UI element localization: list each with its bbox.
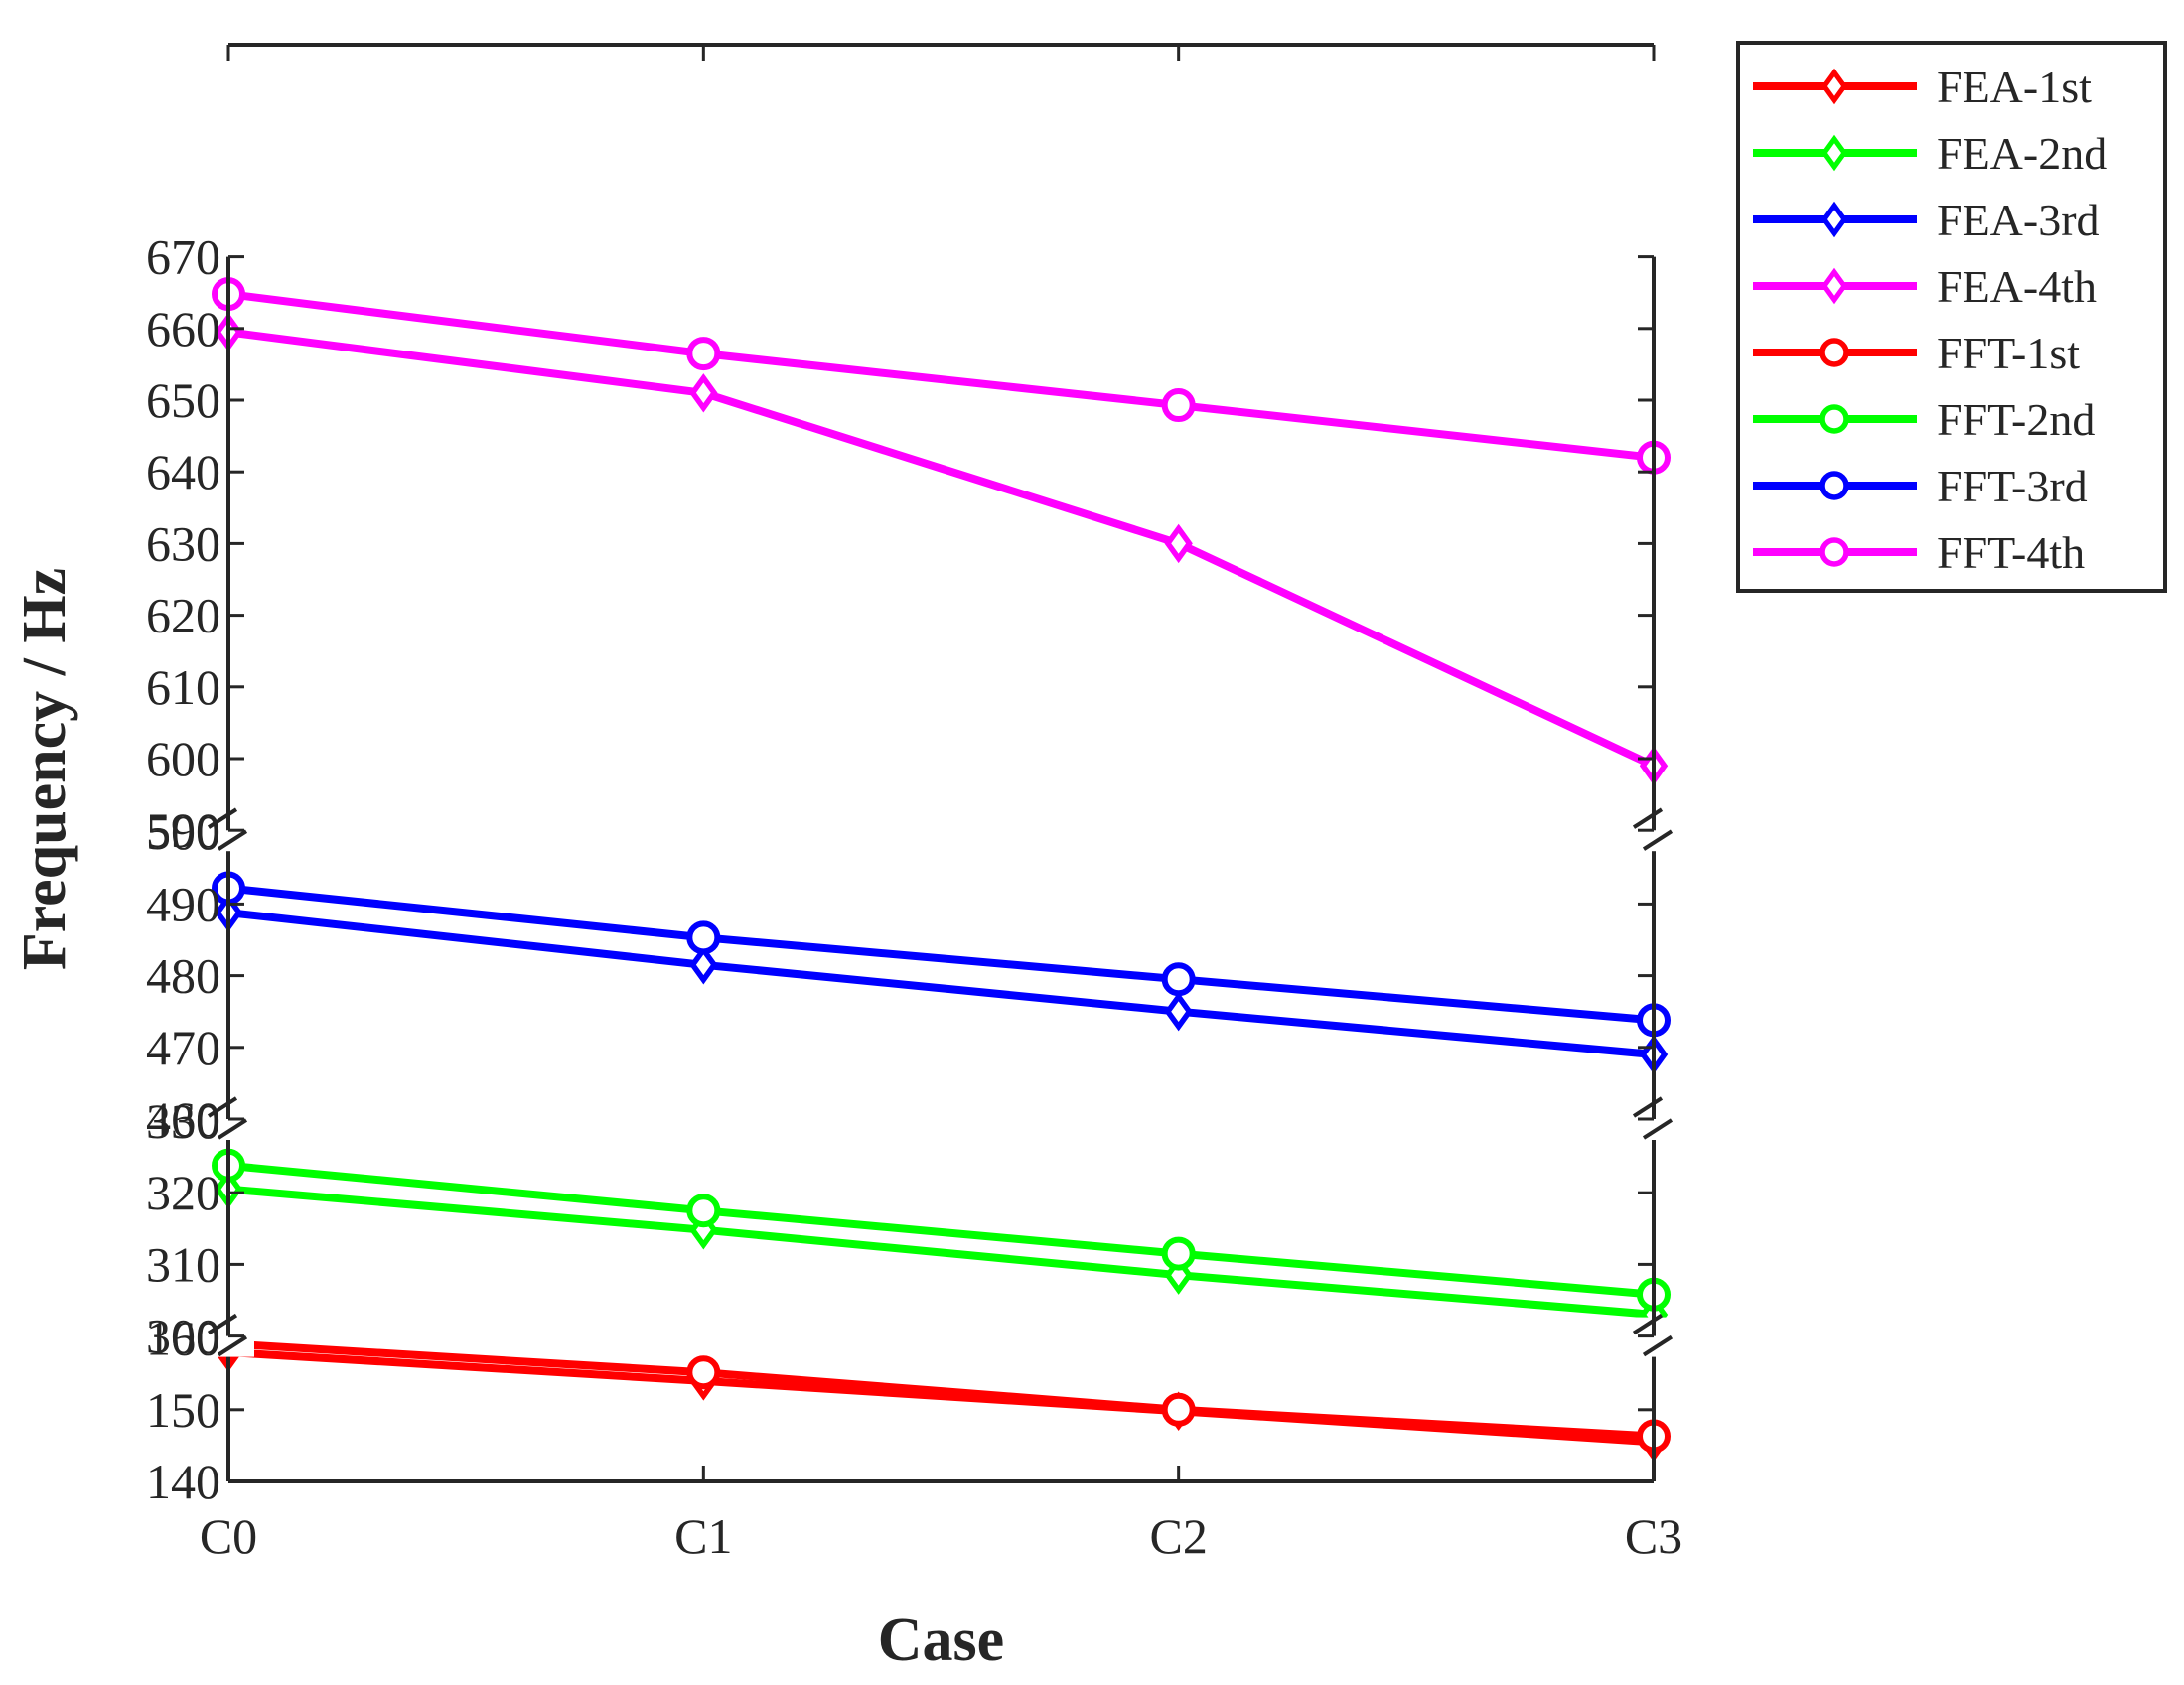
y-tick-label: 150 — [146, 1382, 220, 1438]
marker-FFT-1st-C1 — [686, 1355, 721, 1390]
legend-item-FFT-2nd: FFT-2nd — [1753, 394, 2095, 445]
y-axis-title: Frequency / Hz — [11, 568, 78, 970]
marker-FFT-3rd-C1 — [686, 920, 721, 955]
legend-label: FEA-4th — [1937, 261, 2097, 312]
legend-item-FEA-2nd: FEA-2nd — [1753, 128, 2107, 179]
y-tick-label: 490 — [146, 876, 220, 931]
legend-marker — [1820, 471, 1849, 500]
y-tick-label: 600 — [146, 731, 220, 786]
marker-FEA-4th-C1 — [689, 373, 718, 413]
axis-break-mark — [207, 1096, 238, 1118]
series-line-FFT-1st — [227, 1339, 1655, 1441]
y-tick-label: 590 — [146, 802, 220, 858]
axis-break-mark — [207, 1313, 238, 1335]
legend-marker — [1820, 537, 1849, 567]
x-tick-label: C0 — [200, 1508, 257, 1564]
legend-label: FEA-3rd — [1937, 195, 2100, 245]
marker-FFT-4th-C1 — [686, 337, 721, 371]
x-tick-label: C3 — [1625, 1508, 1682, 1564]
legend-marker — [1820, 267, 1848, 305]
y-tick-label: 620 — [146, 588, 220, 643]
legend-box — [1736, 41, 2167, 593]
y-tick-label: 650 — [146, 372, 220, 428]
marker-FFT-4th-C2 — [1161, 388, 1196, 423]
y-tick-label: 670 — [146, 229, 220, 285]
y-tick-label: 610 — [146, 659, 220, 715]
legend-item-FFT-3rd: FFT-3rd — [1753, 461, 2088, 511]
y-tick-label: 330 — [146, 1093, 220, 1149]
legend-marker — [1820, 201, 1848, 238]
y-tick-label: 460 — [146, 1091, 220, 1147]
series-lines — [227, 290, 1656, 1447]
series-line-FFT-3rd — [227, 884, 1655, 1025]
y-tick-label: 140 — [146, 1454, 220, 1509]
legend-label: FFT-1st — [1937, 328, 2080, 378]
series-line-FEA-3rd — [227, 909, 1655, 1058]
legend-marker — [1820, 134, 1848, 172]
axis-break-mark — [1642, 829, 1674, 851]
y-tick-label: 320 — [146, 1165, 220, 1220]
legend-marker — [1820, 338, 1849, 367]
series-line-FFT-2nd — [227, 1161, 1655, 1299]
marker-FEA-3rd-C2 — [1164, 991, 1193, 1032]
x-tick-label: C2 — [1149, 1508, 1207, 1564]
axis-break-mark — [1642, 1334, 1674, 1357]
axis-break-mark — [217, 1334, 248, 1357]
legend-item-FEA-4th: FEA-4th — [1753, 261, 2097, 312]
series-line-FEA-4th — [227, 328, 1656, 770]
axis-break-mark — [1632, 1096, 1664, 1118]
y-tick-label: 470 — [146, 1020, 220, 1075]
legend: FEA-1st FEA-2nd FEA-3rd FEA-4th FFT-1st FFT-2… — [1736, 41, 2167, 593]
series-line-FFT-4th — [227, 290, 1655, 462]
legend-label: FEA-2nd — [1937, 128, 2107, 179]
axis-break-mark — [217, 829, 248, 851]
legend-item-FFT-4th: FFT-4th — [1753, 527, 2085, 578]
legend-label: FEA-1st — [1937, 62, 2092, 112]
y-tick-label: 500 — [146, 804, 220, 860]
marker-FFT-3rd-C2 — [1161, 962, 1196, 997]
y-tick-label: 480 — [146, 948, 220, 1004]
axes — [203, 43, 1679, 1483]
series-markers — [212, 277, 1671, 1462]
series-line-FEA-1st — [227, 1348, 1655, 1447]
marker-FEA-4th-C2 — [1164, 523, 1193, 564]
legend-marker — [1820, 68, 1848, 105]
y-tick-label: 640 — [146, 444, 220, 499]
marker-FFT-2nd-C1 — [686, 1194, 721, 1228]
legend-item-FEA-1st: FEA-1st — [1753, 62, 2092, 112]
y-tick-label: 310 — [146, 1236, 220, 1292]
marker-FEA-3rd-C1 — [689, 945, 718, 985]
legend-label: FFT-3rd — [1937, 461, 2088, 511]
axis-break-mark — [1632, 1313, 1664, 1335]
marker-FFT-2nd-C2 — [1161, 1236, 1196, 1271]
axis-break-mark — [1632, 807, 1664, 829]
series-line-FEA-2nd — [227, 1185, 1655, 1319]
y-tick-label: 660 — [146, 301, 220, 356]
legend-label: FFT-2nd — [1937, 394, 2095, 445]
legend-item-FFT-1st: FFT-1st — [1753, 328, 2080, 378]
y-tick-label: 630 — [146, 515, 220, 571]
legend-marker — [1820, 404, 1849, 434]
axis-break-mark — [1642, 1118, 1674, 1140]
axis-break-mark — [217, 1118, 248, 1140]
y-tick-label: 300 — [146, 1309, 220, 1364]
y-tick-label: 160 — [146, 1311, 220, 1366]
legend-item-FEA-3rd: FEA-3rd — [1753, 195, 2100, 245]
axis-break-mark — [207, 807, 238, 829]
legend-label: FFT-4th — [1937, 527, 2085, 578]
x-axis-title: Case — [878, 1607, 1004, 1674]
marker-FFT-1st-C2 — [1161, 1392, 1196, 1427]
x-tick-label: C1 — [674, 1508, 732, 1564]
